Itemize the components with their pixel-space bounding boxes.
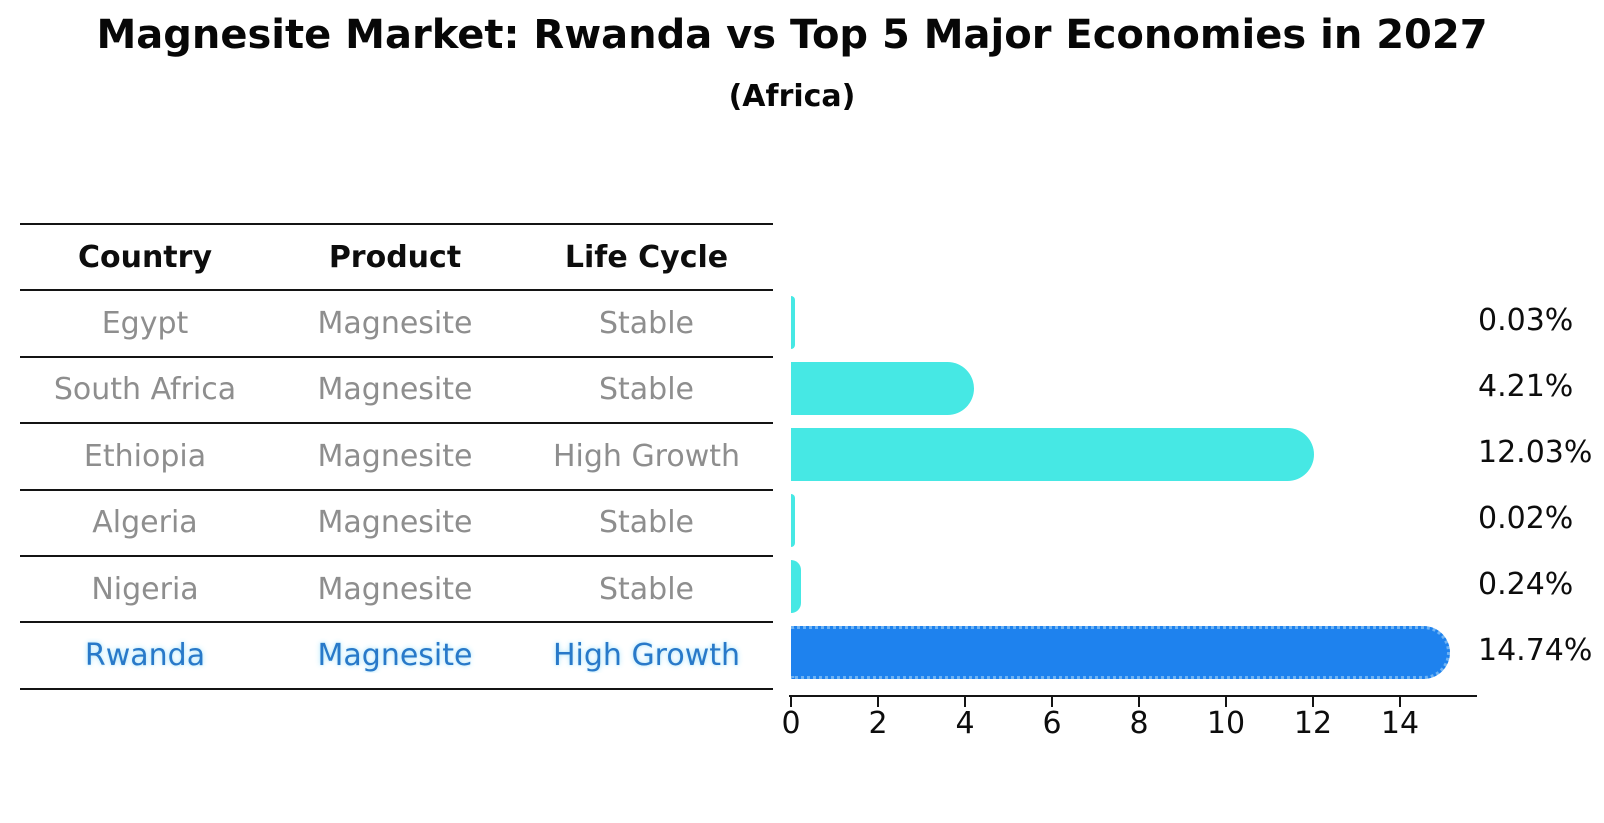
column-header-product: Product (328, 239, 462, 275)
x-tick-mark (1312, 697, 1314, 707)
chart-title: Magnesite Market: Rwanda vs Top 5 Major … (96, 12, 1488, 58)
country-table: Country Product Life Cycle Egypt Magnesi… (20, 223, 773, 690)
life-cycle-cell: Stable (598, 306, 695, 342)
x-tick-label: 6 (1042, 706, 1062, 741)
bar-nigeria (791, 559, 802, 613)
country-cell: Nigeria (91, 571, 199, 607)
x-tick-label: 0 (781, 706, 801, 741)
table-row-nigeria: Nigeria Magnesite Stable (20, 557, 773, 624)
life-cycle-cell: High Growth (552, 438, 741, 474)
product-cell: Magnesite (317, 638, 473, 674)
column-header-country: Country (77, 239, 213, 275)
bar-south-africa (791, 361, 975, 415)
table-row-ethiopia: Ethiopia Magnesite High Growth (20, 424, 773, 491)
life-cycle-cell: High Growth (552, 638, 741, 674)
life-cycle-cell: Stable (598, 571, 695, 607)
table-row-egypt: Egypt Magnesite Stable (20, 291, 773, 358)
product-cell: Magnesite (317, 306, 473, 342)
product-cell: Magnesite (317, 505, 473, 541)
x-tick-label: 4 (955, 706, 975, 741)
x-tick-mark (790, 697, 792, 707)
country-cell: Rwanda (84, 638, 206, 674)
product-cell: Magnesite (317, 571, 473, 607)
value-label-egypt: 0.03% (1478, 303, 1574, 338)
x-tick-mark (877, 697, 879, 707)
bar-algeria (791, 493, 795, 547)
value-label-ethiopia: 12.03% (1478, 435, 1593, 470)
table-row-south-africa: South Africa Magnesite Stable (20, 358, 773, 425)
value-label-rwanda: 14.74% (1478, 633, 1593, 668)
x-tick-label: 10 (1206, 706, 1246, 741)
x-tick-mark (1399, 697, 1401, 707)
country-cell: South Africa (53, 372, 237, 408)
x-tick-mark (1138, 697, 1140, 707)
country-cell: Algeria (92, 505, 198, 541)
x-tick-label: 8 (1129, 706, 1149, 741)
life-cycle-cell: Stable (598, 505, 695, 541)
x-tick-label: 2 (868, 706, 888, 741)
column-header-life-cycle: Life Cycle (564, 239, 729, 275)
value-label-nigeria: 0.24% (1478, 567, 1574, 602)
product-cell: Magnesite (317, 438, 473, 474)
x-tick-label: 14 (1380, 706, 1420, 741)
bar-egypt (791, 295, 795, 349)
life-cycle-cell: Stable (598, 372, 695, 408)
country-cell: Egypt (101, 306, 189, 342)
x-axis-line (789, 695, 1477, 697)
value-label-algeria: 0.02% (1478, 501, 1574, 536)
x-tick-mark (964, 697, 966, 707)
x-tick-mark (1225, 697, 1227, 707)
bar-chart (791, 289, 1604, 749)
product-cell: Magnesite (317, 372, 473, 408)
country-cell: Ethiopia (83, 438, 207, 474)
table-row-rwanda: Rwanda Magnesite High Growth (20, 623, 773, 690)
table-header-row: Country Product Life Cycle (20, 225, 773, 292)
x-tick-label: 12 (1293, 706, 1333, 741)
chart-subtitle: (Africa) (728, 79, 856, 114)
bar-rwanda (791, 625, 1451, 679)
value-label-south-africa: 4.21% (1478, 369, 1574, 404)
table-row-algeria: Algeria Magnesite Stable (20, 491, 773, 557)
x-tick-mark (1051, 697, 1053, 707)
bar-ethiopia (791, 427, 1315, 481)
